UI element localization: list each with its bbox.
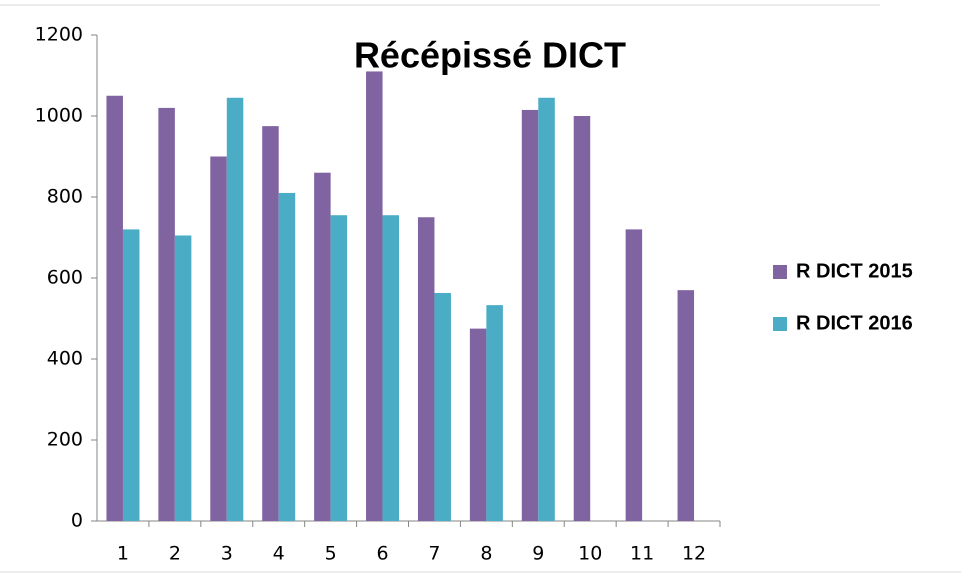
bar	[677, 290, 695, 521]
chart-title: Récépissé DICT	[354, 35, 626, 76]
x-tick-label: 7	[428, 543, 440, 565]
bar	[330, 215, 348, 521]
x-tick-label: 8	[480, 543, 492, 565]
legend-label: R DICT 2016	[796, 312, 913, 334]
bar	[158, 107, 175, 522]
bar	[434, 292, 451, 521]
y-tick-label: 400	[47, 348, 83, 370]
x-tick-label: 6	[376, 543, 388, 565]
bar	[382, 215, 400, 521]
bar	[521, 109, 539, 522]
x-tick-label: 3	[221, 543, 233, 565]
y-tick-label: 600	[47, 267, 83, 289]
bar	[122, 229, 140, 521]
bar	[210, 156, 227, 521]
x-tick-label: 5	[325, 543, 337, 565]
bar	[262, 126, 279, 521]
bar	[174, 235, 192, 521]
x-tick-label: 9	[532, 543, 544, 565]
y-tick-label: 800	[47, 186, 83, 208]
legend-swatch	[773, 265, 787, 279]
x-tick-label: 2	[169, 543, 181, 565]
x-tick-label: 11	[630, 543, 654, 565]
legend-label: R DICT 2015	[796, 260, 913, 282]
y-tick-label: 1200	[35, 24, 83, 46]
y-tick-label: 200	[47, 429, 83, 451]
y-tick-label: 1000	[35, 105, 83, 127]
bar	[573, 116, 591, 521]
x-tick-label: 1	[117, 543, 129, 565]
bar	[314, 172, 331, 521]
bar	[417, 217, 435, 521]
x-tick-label: 12	[682, 543, 706, 565]
x-tick-label: 10	[578, 543, 602, 565]
bar	[625, 229, 643, 521]
legend-swatch	[773, 317, 787, 331]
bar	[486, 305, 503, 521]
y-tick-label: 0	[71, 510, 83, 532]
bar	[226, 97, 244, 522]
bar	[538, 97, 555, 522]
bar	[469, 328, 487, 521]
bar	[366, 71, 383, 521]
x-tick-label: 4	[273, 543, 285, 565]
bar	[278, 192, 296, 521]
bar	[106, 95, 123, 521]
